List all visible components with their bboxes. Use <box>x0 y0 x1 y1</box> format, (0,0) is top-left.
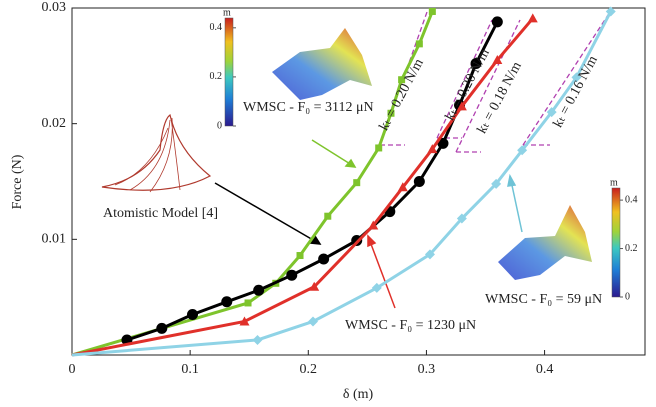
series-label: WMSC - F₀ = 3112 μN <box>243 100 374 115</box>
marker <box>244 299 252 307</box>
marker <box>492 55 503 65</box>
marker <box>456 213 467 224</box>
x-tick-label: 0 <box>69 362 76 377</box>
marker <box>456 101 467 111</box>
marker <box>428 7 436 15</box>
marker <box>309 281 320 291</box>
marker <box>470 58 482 70</box>
inset-mesh <box>101 113 212 191</box>
marker <box>296 252 304 260</box>
inset-shape <box>272 28 372 100</box>
series-label: Atomistic Model [4] <box>103 206 218 221</box>
marker <box>546 107 557 118</box>
marker <box>308 316 319 327</box>
marker <box>368 220 379 230</box>
series-label: WMSC - F₀ = 59 μN <box>485 292 602 307</box>
x-axis-label: δ (m) <box>343 387 374 402</box>
marker <box>437 137 449 149</box>
colorbar <box>224 17 234 127</box>
colorbar-tick-label: 0.2 <box>210 71 223 82</box>
y-tick-label: 0.03 <box>42 0 67 15</box>
marker <box>571 72 582 83</box>
colorbar-tick-label: 0.2 <box>625 243 638 254</box>
marker <box>424 249 435 260</box>
marker <box>221 296 233 308</box>
colorbar-label: m <box>610 177 618 188</box>
x-tick-label: 0.1 <box>181 362 199 377</box>
x-tick-label: 0.3 <box>418 362 436 377</box>
colorbar-tick-label: 0.4 <box>625 194 638 205</box>
y-axis-label: Force (N) <box>10 154 25 209</box>
marker <box>527 13 538 23</box>
marker <box>253 284 265 296</box>
marker <box>156 322 168 334</box>
marker <box>398 76 406 84</box>
slope-annotation: kₜ = 0.16 N/m <box>551 53 601 130</box>
y-tick-label: 0.01 <box>42 232 67 247</box>
marker <box>286 269 298 281</box>
series-label: WMSC - F₀ = 1230 μN <box>345 318 476 333</box>
inset-mesh <box>114 117 181 193</box>
marker <box>605 6 616 17</box>
colorbar-tick-label: 0 <box>217 120 222 131</box>
marker <box>427 144 438 154</box>
colorbar-tick-label: 0.4 <box>210 22 223 33</box>
marker <box>252 334 263 345</box>
x-tick-label: 0.4 <box>536 362 554 377</box>
marker <box>353 179 361 187</box>
colorbar-tick-label: 0 <box>625 291 630 302</box>
marker <box>239 316 250 326</box>
marker <box>371 282 382 293</box>
marker <box>324 212 332 220</box>
arrows <box>214 139 523 309</box>
plot-frame <box>71 7 646 356</box>
marker <box>387 109 395 117</box>
marker <box>397 182 408 192</box>
slope-annotation: kₜ = 0.20 N/m <box>377 56 427 133</box>
series-line <box>71 10 434 357</box>
marker <box>415 40 423 48</box>
x-tick-label: 0.2 <box>300 362 318 377</box>
marker <box>187 309 199 321</box>
marker <box>491 178 502 189</box>
inset-shape <box>498 205 592 280</box>
colorbar-label: m <box>223 7 231 18</box>
colorbar <box>611 187 621 298</box>
marker <box>318 253 330 265</box>
marker <box>375 144 383 152</box>
marker <box>413 176 425 187</box>
marker <box>491 16 503 28</box>
y-tick-label: 0.02 <box>42 116 67 131</box>
marker <box>517 145 528 156</box>
